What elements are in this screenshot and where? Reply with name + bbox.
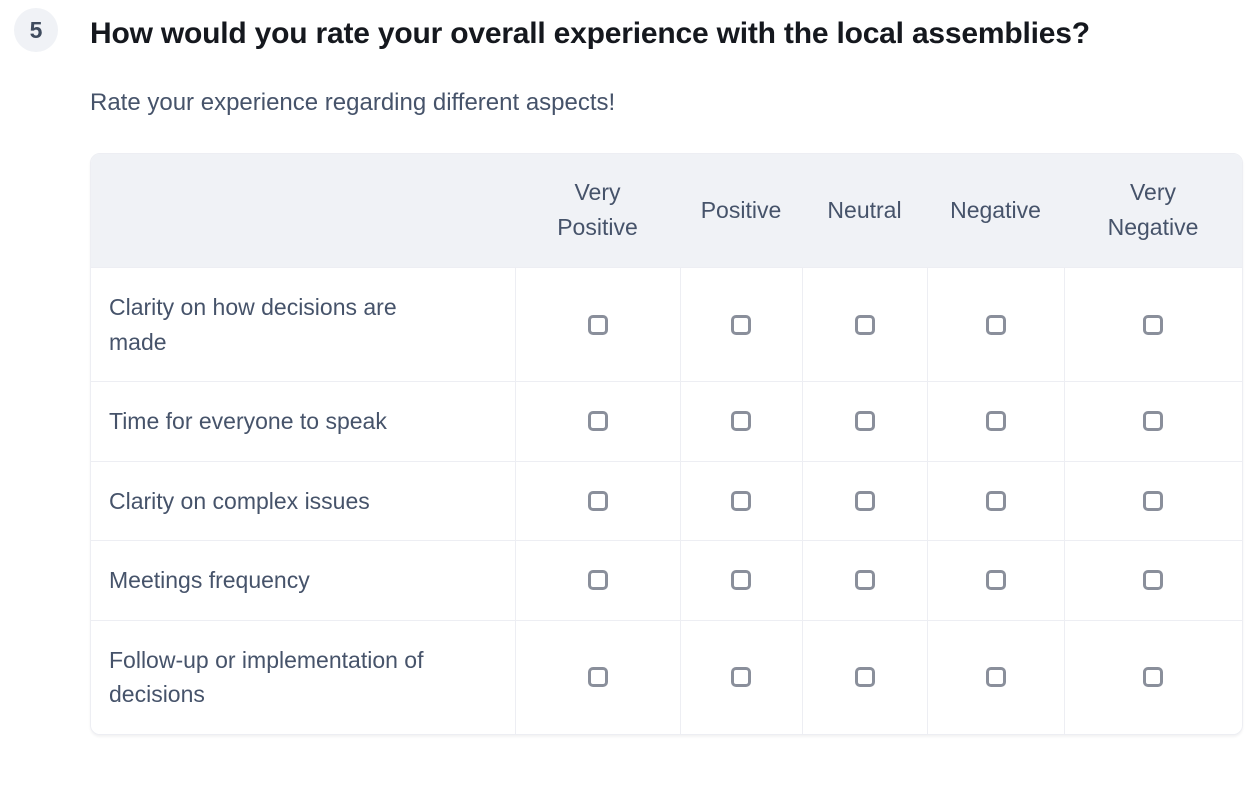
matrix-checkbox[interactable] [1143,570,1164,591]
matrix-checkbox[interactable] [587,667,608,688]
matrix-checkbox[interactable] [854,314,875,335]
row-label: Clarity on complex issues [91,460,515,541]
column-header-label: Very Positive [557,178,638,241]
matrix-checkbox[interactable] [587,314,608,335]
row-label: Time for everyone to speak [91,381,515,462]
column-header-very-positive: Very Positive [515,153,680,268]
matrix-checkbox[interactable] [587,570,608,591]
matrix-cell [514,540,680,621]
matrix-checkbox[interactable] [731,570,751,591]
column-header-positive: Positive [680,153,802,268]
table-row: Clarity on complex issues [91,460,1242,541]
matrix-cell [679,619,802,734]
matrix-cell [1063,381,1242,462]
column-header-negative: Negative [927,153,1064,268]
rating-matrix: Very Positive Positive Neutral Negative … [90,152,1243,735]
row-label: Meetings frequency [91,540,515,621]
matrix-cell [1063,460,1242,541]
matrix-cell [801,619,927,734]
matrix-cell [926,460,1064,541]
matrix-checkbox[interactable] [985,411,1006,432]
matrix-checkbox[interactable] [985,314,1006,335]
matrix-checkbox[interactable] [985,570,1006,591]
matrix-cell [679,540,802,621]
column-header-label: Negative [950,196,1041,223]
matrix-cell [926,540,1064,621]
matrix-cell [514,460,680,541]
matrix-cell [1063,540,1242,621]
survey-question-block: 5 How would you rate your overall experi… [14,8,1243,735]
column-header-label: Neutral [827,196,902,223]
matrix-checkbox[interactable] [731,490,751,511]
row-label: Clarity on how decisions are made [91,267,515,382]
matrix-checkbox[interactable] [1143,314,1164,335]
matrix-checkbox[interactable] [587,411,608,432]
question-subtitle: Rate your experience regarding different… [90,88,616,116]
matrix-cell [801,540,927,621]
matrix-checkbox[interactable] [1143,667,1164,688]
question-number-badge: 5 [14,8,58,52]
matrix-cell [801,460,927,541]
row-label: Follow-up or implementation of decisions [91,619,515,734]
table-row: Clarity on how decisions are made [91,267,1242,382]
column-header-very-negative: Very Negative [1064,153,1242,268]
column-header-neutral: Neutral [802,153,927,268]
matrix-checkbox[interactable] [854,411,875,432]
table-row: Follow-up or implementation of decisions [91,619,1242,734]
matrix-checkbox[interactable] [854,490,875,511]
matrix-checkbox[interactable] [985,667,1006,688]
matrix-checkbox[interactable] [854,570,875,591]
matrix-cell [1063,619,1242,734]
matrix-cell [679,460,802,541]
matrix-cell [926,619,1064,734]
question-number: 5 [29,16,43,43]
column-header-label: Positive [700,196,782,223]
matrix-header-row: Very Positive Positive Neutral Negative … [91,153,1242,268]
rating-matrix-table: Very Positive Positive Neutral Negative … [91,153,1242,734]
question-title: How would you rate your overall experien… [90,17,1090,50]
matrix-cell [801,381,927,462]
matrix-cell [514,619,680,734]
matrix-cell [801,267,927,382]
matrix-cell [679,381,802,462]
matrix-checkbox[interactable] [587,490,608,511]
matrix-checkbox[interactable] [985,490,1006,511]
matrix-cell [679,267,802,382]
table-row: Meetings frequency [91,540,1242,621]
matrix-cell [1063,267,1242,382]
matrix-cell [514,267,680,382]
matrix-cell [926,381,1064,462]
matrix-checkbox[interactable] [1143,490,1164,511]
matrix-checkbox[interactable] [731,314,751,335]
table-row: Time for everyone to speak [91,381,1242,462]
matrix-checkbox[interactable] [731,667,751,688]
column-header-label: Very Negative [1107,178,1199,241]
matrix-checkbox[interactable] [854,667,875,688]
matrix-cell [926,267,1064,382]
matrix-checkbox[interactable] [1143,411,1164,432]
matrix-header: Very Positive Positive Neutral Negative … [91,153,1242,268]
matrix-checkbox[interactable] [731,411,751,432]
matrix-cell [514,381,680,462]
matrix-corner-cell [91,153,515,268]
matrix-body: Clarity on how decisions are made Time f… [91,267,1242,734]
